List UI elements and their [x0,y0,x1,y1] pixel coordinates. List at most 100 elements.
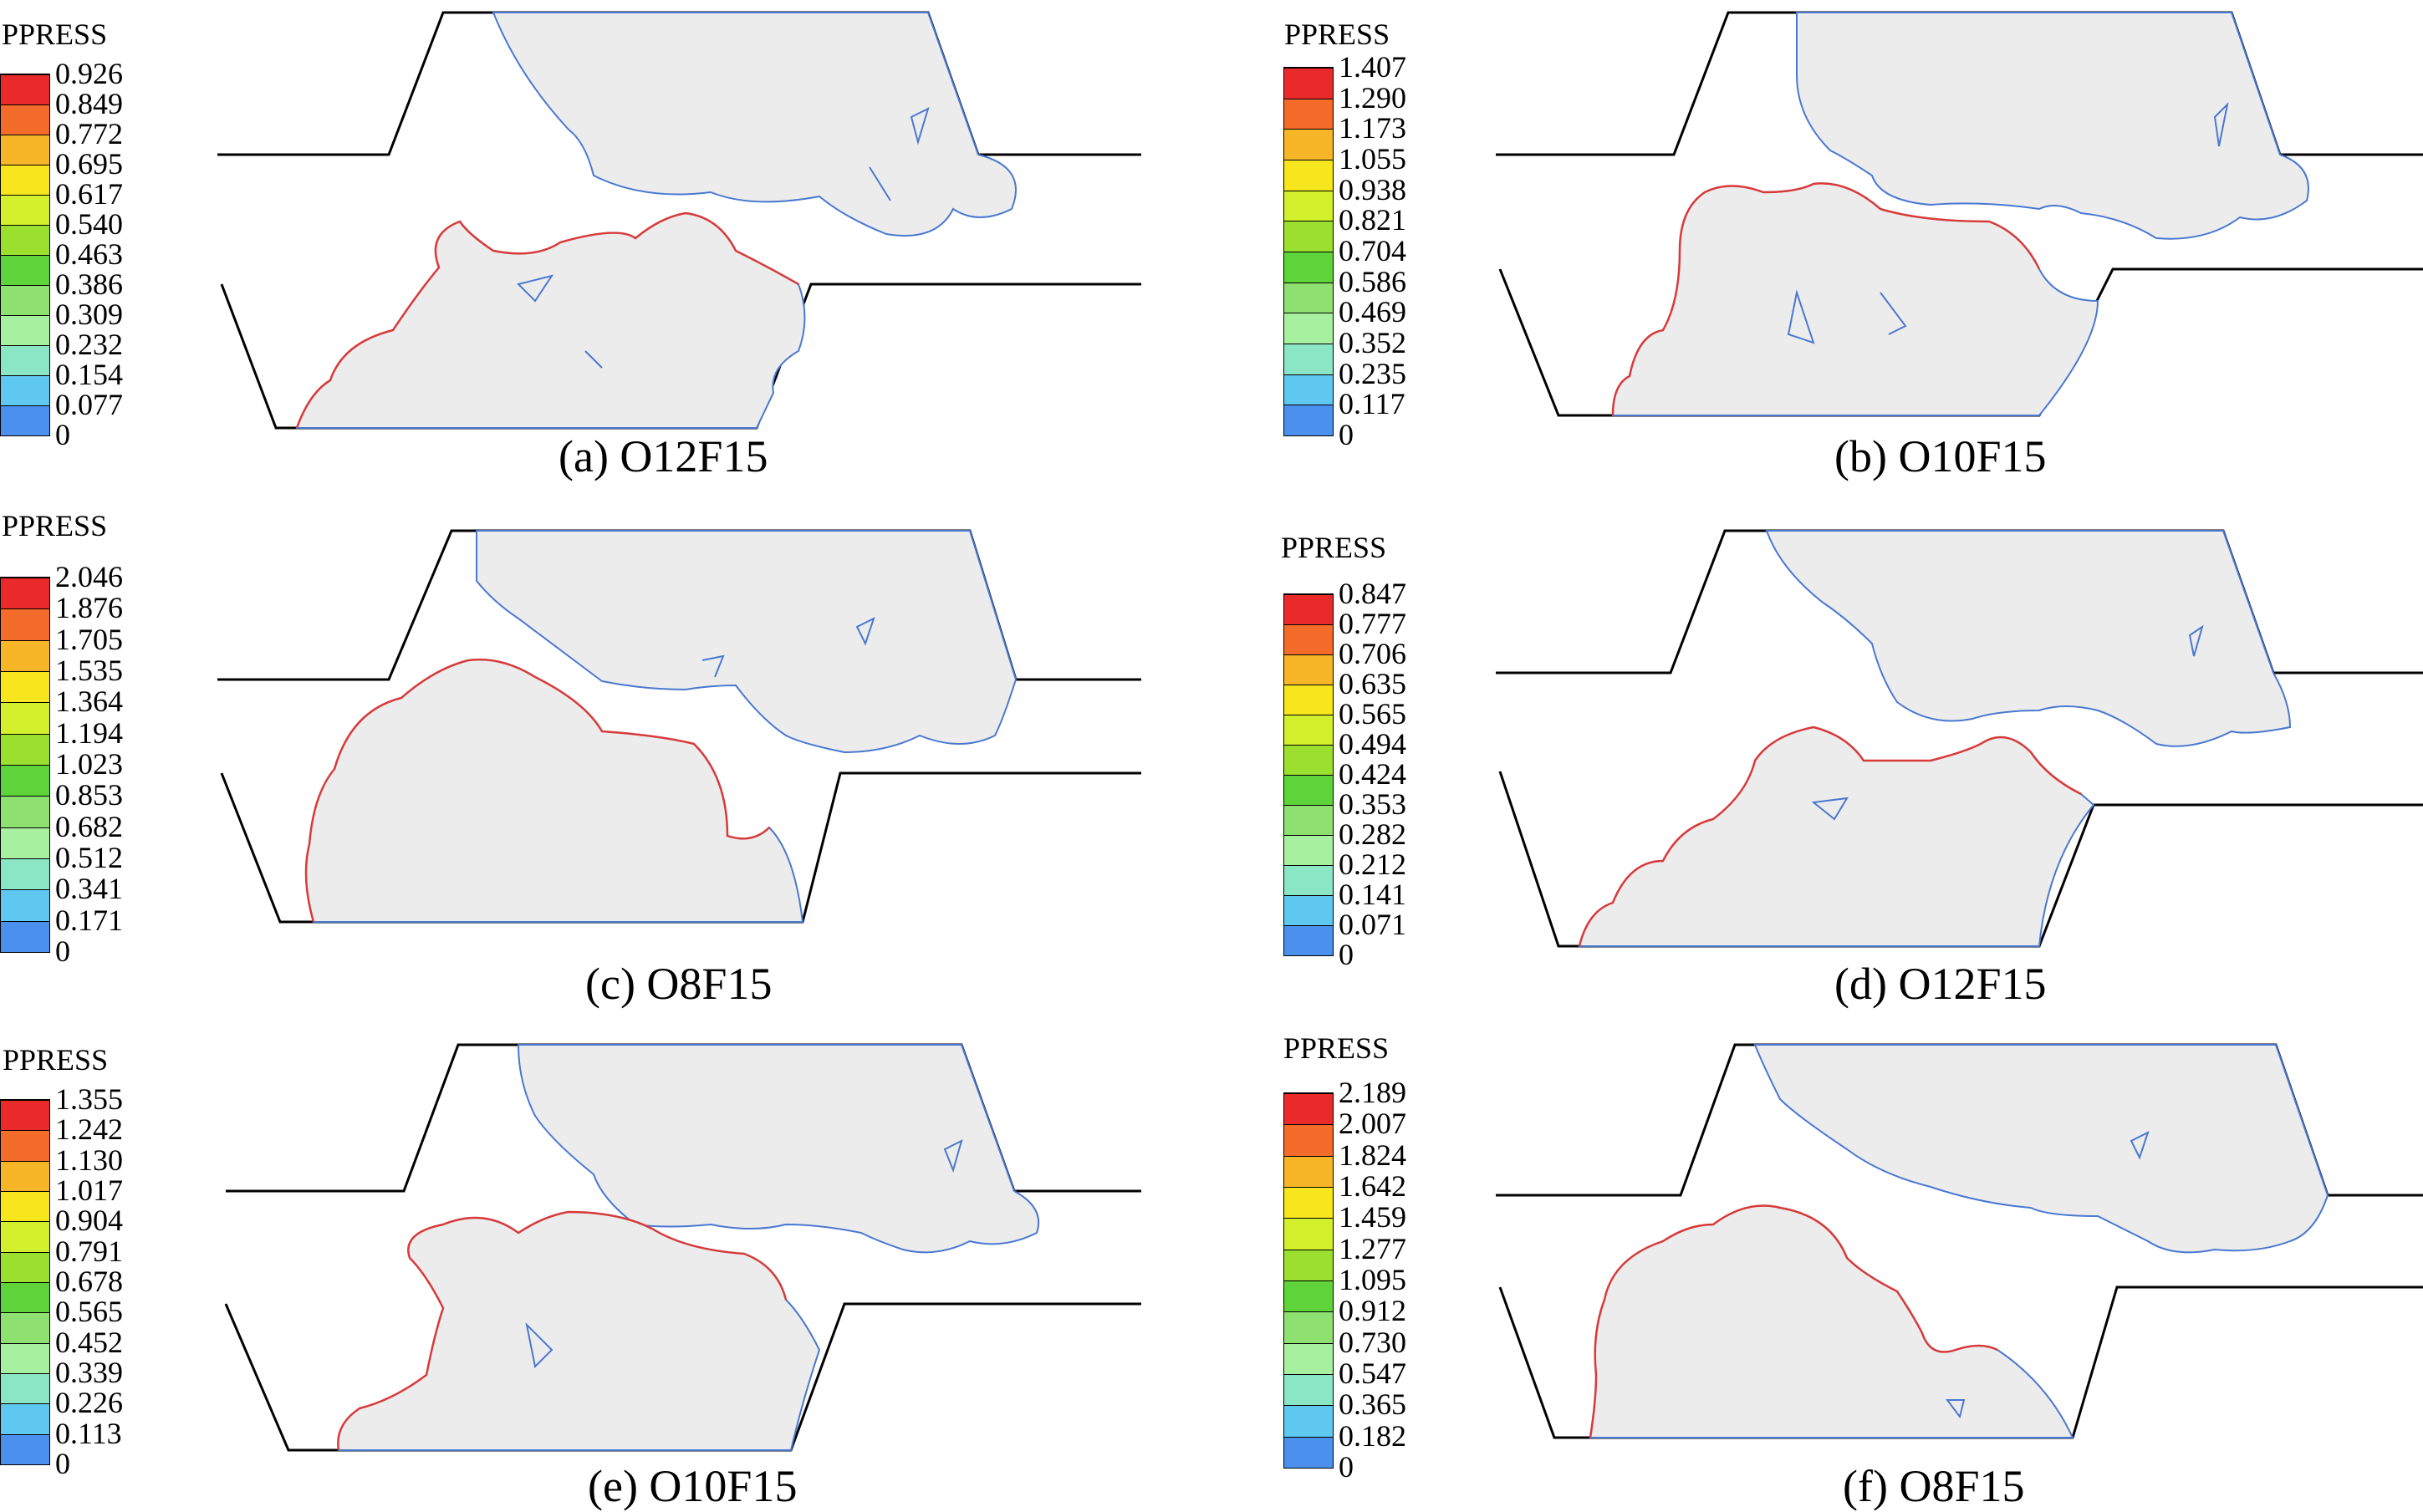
panel-a: PPRESS (a) O12F15 0.926 0.849 0.772 0.695 0.… [0,0,1212,501]
legend-color-cell [1284,775,1333,805]
legend-color-cell [1284,745,1333,775]
legend-tick-label: 0.386 [55,267,123,301]
legend-color-cell [1284,374,1333,405]
legend-color-cell [1,345,49,375]
legend-color-cell [1,608,49,640]
legend-tick-label: 0.704 [1339,234,1406,267]
panel-caption: (a) O12F15 [559,431,768,481]
legend-tick-label: 0.113 [55,1416,122,1450]
color-legend [1283,1092,1334,1469]
legend-color-cell [1284,190,1333,221]
legend-color-cell [1284,1124,1333,1156]
legend-color-cell [1284,1218,1333,1250]
legend-tick-label: 0.547 [1339,1357,1406,1390]
legend-color-cell [1284,1374,1333,1406]
contour-diagram-f [1496,1043,2423,1439]
legend-tick-label: 2.007 [1339,1107,1406,1141]
legend-tick-label: 1.130 [55,1143,123,1177]
legend-tick-label: 2.189 [1339,1076,1406,1109]
legend-tick-label: 1.055 [1339,142,1406,176]
legend-color-cell [1,1221,49,1252]
legend-tick-label: 0.182 [1339,1418,1406,1453]
legend-color-cell [1284,1187,1333,1219]
legend-tick-label: 0.452 [55,1325,123,1359]
legend-tick-label: 0.565 [55,1295,123,1329]
legend-color-cell [1,1130,49,1161]
legend-color-cell [1,765,49,797]
legend-color-cell [1284,98,1333,130]
legend-tick-label: 0.512 [55,841,123,874]
legend-tick-label: 0.171 [55,903,123,937]
panel-caption: (d) O12F15 [1834,959,2047,1009]
legend-color-cell [1284,835,1333,865]
panel-caption: (e) O10F15 [588,1461,798,1511]
legend-tick-label: 0.847 [1339,577,1406,610]
legend-tick-label: 1.459 [1339,1200,1406,1235]
legend-tick-label: 2.046 [55,560,123,593]
legend-tick-label: 0.077 [55,388,123,421]
legend-tick-label: 0.730 [1339,1325,1406,1359]
legend-color-cell [1284,895,1333,925]
legend-tick-label: 1.017 [55,1173,123,1207]
panel-caption: (f) O8F15 [1843,1461,2025,1511]
legend-tick-label: 0.424 [1339,757,1406,791]
legend-tick-label: 0.365 [1339,1387,1406,1422]
legend-color-cell [1284,160,1333,191]
legend-tick-label: 1.023 [55,747,123,781]
legend-tick-label: 1.355 [55,1082,123,1116]
color-legend [1283,67,1334,436]
legend-tick-label: 0.339 [55,1356,123,1389]
panel-d: PPRESS (d) O12F15 0.847 0.777 0.706 0.635 0.… [1212,510,2423,1011]
contour-diagram-d [1496,529,2423,948]
legend-tick-label: 0.777 [1339,607,1406,640]
legend-tick-label: 0.772 [55,117,123,150]
legend-color-cell [1284,594,1333,624]
legend-color-cell [1,375,49,405]
legend-color-cell [1284,313,1333,344]
legend-color-cell [1284,654,1333,685]
legend-color-cell [1284,805,1333,835]
legend-color-cell [1284,221,1333,252]
legend-color-cell [1,255,49,285]
legend-tick-label: 1.535 [55,654,123,687]
legend-color-cell [1,1282,49,1313]
legend-tick-label: 0.706 [1339,637,1406,670]
legend-tick-label: 0 [55,934,70,968]
legend-color-cell [1,135,49,165]
legend-color-cell [1284,1311,1333,1343]
legend-color-cell [1,827,49,858]
legend-color-cell [1,104,49,135]
legend-tick-label: 0.154 [55,358,123,391]
legend-tick-label: 0.141 [1339,878,1406,911]
legend-tick-label: 0.617 [55,177,123,211]
legend-tick-label: 1.642 [1339,1169,1406,1203]
legend-tick-label: 0.353 [1339,787,1406,821]
legend-tick-label: 0 [1339,938,1354,971]
legend-color-cell [1,1160,49,1191]
legend-color-cell [1,1100,49,1131]
legend-color-cell [1,1403,49,1434]
legend-color-cell [1,1251,49,1282]
legend-title: PPRESS [1281,531,1387,564]
legend-color-cell [1284,68,1333,99]
legend-color-cell [1,405,49,435]
legend-color-cell [1284,624,1333,654]
legend-color-cell [1,1433,49,1464]
legend-color-cell [1,165,49,195]
legend-color-cell [1,889,49,921]
legend-tick-label: 0.469 [1339,295,1406,329]
legend-color-cell [1284,925,1333,955]
legend-color-cell [1284,282,1333,313]
legend-title: PPRESS [2,509,108,542]
legend-tick-label: 0.226 [55,1386,123,1420]
legend-tick-label: 1.173 [1339,111,1406,145]
legend-color-cell [1284,1155,1333,1187]
legend-tick-label: 0.849 [55,87,123,120]
legend-tick-label: 0.635 [1339,667,1406,700]
legend-color-cell [1284,715,1333,745]
legend-color-cell [1284,405,1333,435]
legend-tick-label: 1.824 [1339,1138,1406,1172]
contour-diagram-a [217,11,1141,430]
legend-color-cell [1284,1342,1333,1374]
legend-tick-label: 0.309 [55,298,123,331]
